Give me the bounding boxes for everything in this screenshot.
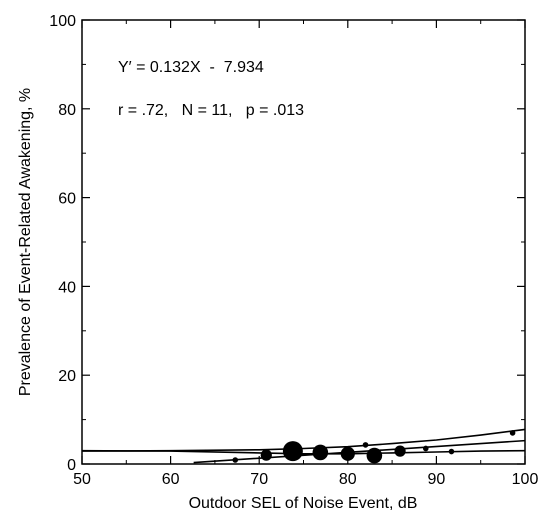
data-point	[282, 441, 303, 462]
data-point	[312, 444, 329, 461]
data-point	[394, 445, 406, 457]
y-tick-label: 20	[58, 368, 76, 385]
data-point	[340, 446, 355, 461]
x-tick-label: 80	[339, 471, 357, 488]
y-axis-title: Prevalence of Event-Related Awakening, %	[17, 88, 34, 396]
data-point	[232, 457, 239, 463]
tick-labels: 50 60 70 80 90 100 0 20 40 60 80 100	[49, 13, 538, 488]
y-tick-label: 0	[67, 457, 76, 474]
data-point	[448, 448, 455, 455]
data-point	[422, 445, 429, 452]
y-tick-label: 100	[49, 13, 76, 30]
y-tick-label: 60	[58, 191, 76, 208]
plot-area	[81, 19, 526, 465]
data-point	[260, 449, 272, 461]
regression-line-group	[193, 439, 526, 464]
x-axis-title: Outdoor SEL of Noise Event, dB	[189, 495, 418, 512]
x-tick-label: 70	[250, 471, 268, 488]
data-points	[232, 430, 516, 464]
lower-confidence-curve	[81, 449, 526, 455]
data-point	[509, 430, 516, 436]
y-tick-label: 80	[58, 102, 76, 119]
x-tick-label: 60	[162, 471, 180, 488]
data-point	[366, 447, 383, 464]
y-tick-label: 40	[58, 279, 76, 296]
plot-border	[81, 19, 526, 465]
x-tick-label: 90	[428, 471, 446, 488]
regression-line	[193, 439, 526, 464]
annotation-stats: r = .72, N = 11, p = .013	[118, 102, 304, 119]
upper-confidence-curve	[81, 428, 526, 452]
x-tick-label: 100	[512, 471, 539, 488]
confidence-band	[81, 428, 526, 455]
x-tick-label: 50	[73, 471, 91, 488]
axis-ticks	[81, 19, 526, 465]
data-point	[362, 442, 369, 448]
annotation-equation: Y′ = 0.132X - 7.934	[118, 59, 264, 76]
